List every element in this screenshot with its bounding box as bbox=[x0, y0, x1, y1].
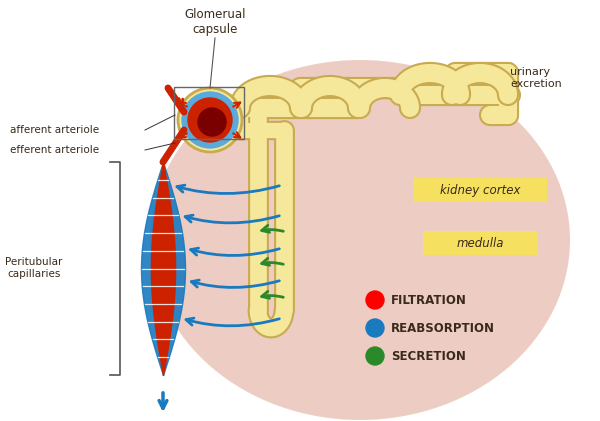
Circle shape bbox=[178, 88, 242, 152]
Circle shape bbox=[366, 291, 384, 309]
FancyBboxPatch shape bbox=[413, 178, 547, 202]
Text: medulla: medulla bbox=[456, 237, 504, 250]
Text: FILTRATION: FILTRATION bbox=[391, 293, 467, 306]
Text: urinary
excretion: urinary excretion bbox=[510, 67, 562, 89]
Ellipse shape bbox=[150, 60, 570, 420]
FancyBboxPatch shape bbox=[423, 231, 537, 255]
Circle shape bbox=[182, 92, 238, 148]
Circle shape bbox=[366, 347, 384, 365]
Circle shape bbox=[198, 108, 226, 136]
Text: afferent arteriole: afferent arteriole bbox=[10, 125, 99, 135]
Circle shape bbox=[366, 319, 384, 337]
Text: Peritubular
capillaries: Peritubular capillaries bbox=[5, 257, 62, 279]
Circle shape bbox=[188, 98, 232, 142]
Text: REABSORPTION: REABSORPTION bbox=[391, 322, 495, 335]
Text: SECRETION: SECRETION bbox=[391, 349, 466, 362]
Text: efferent arteriole: efferent arteriole bbox=[10, 145, 99, 155]
Text: Glomerual
capsule: Glomerual capsule bbox=[184, 8, 246, 36]
Text: kidney cortex: kidney cortex bbox=[440, 184, 520, 197]
